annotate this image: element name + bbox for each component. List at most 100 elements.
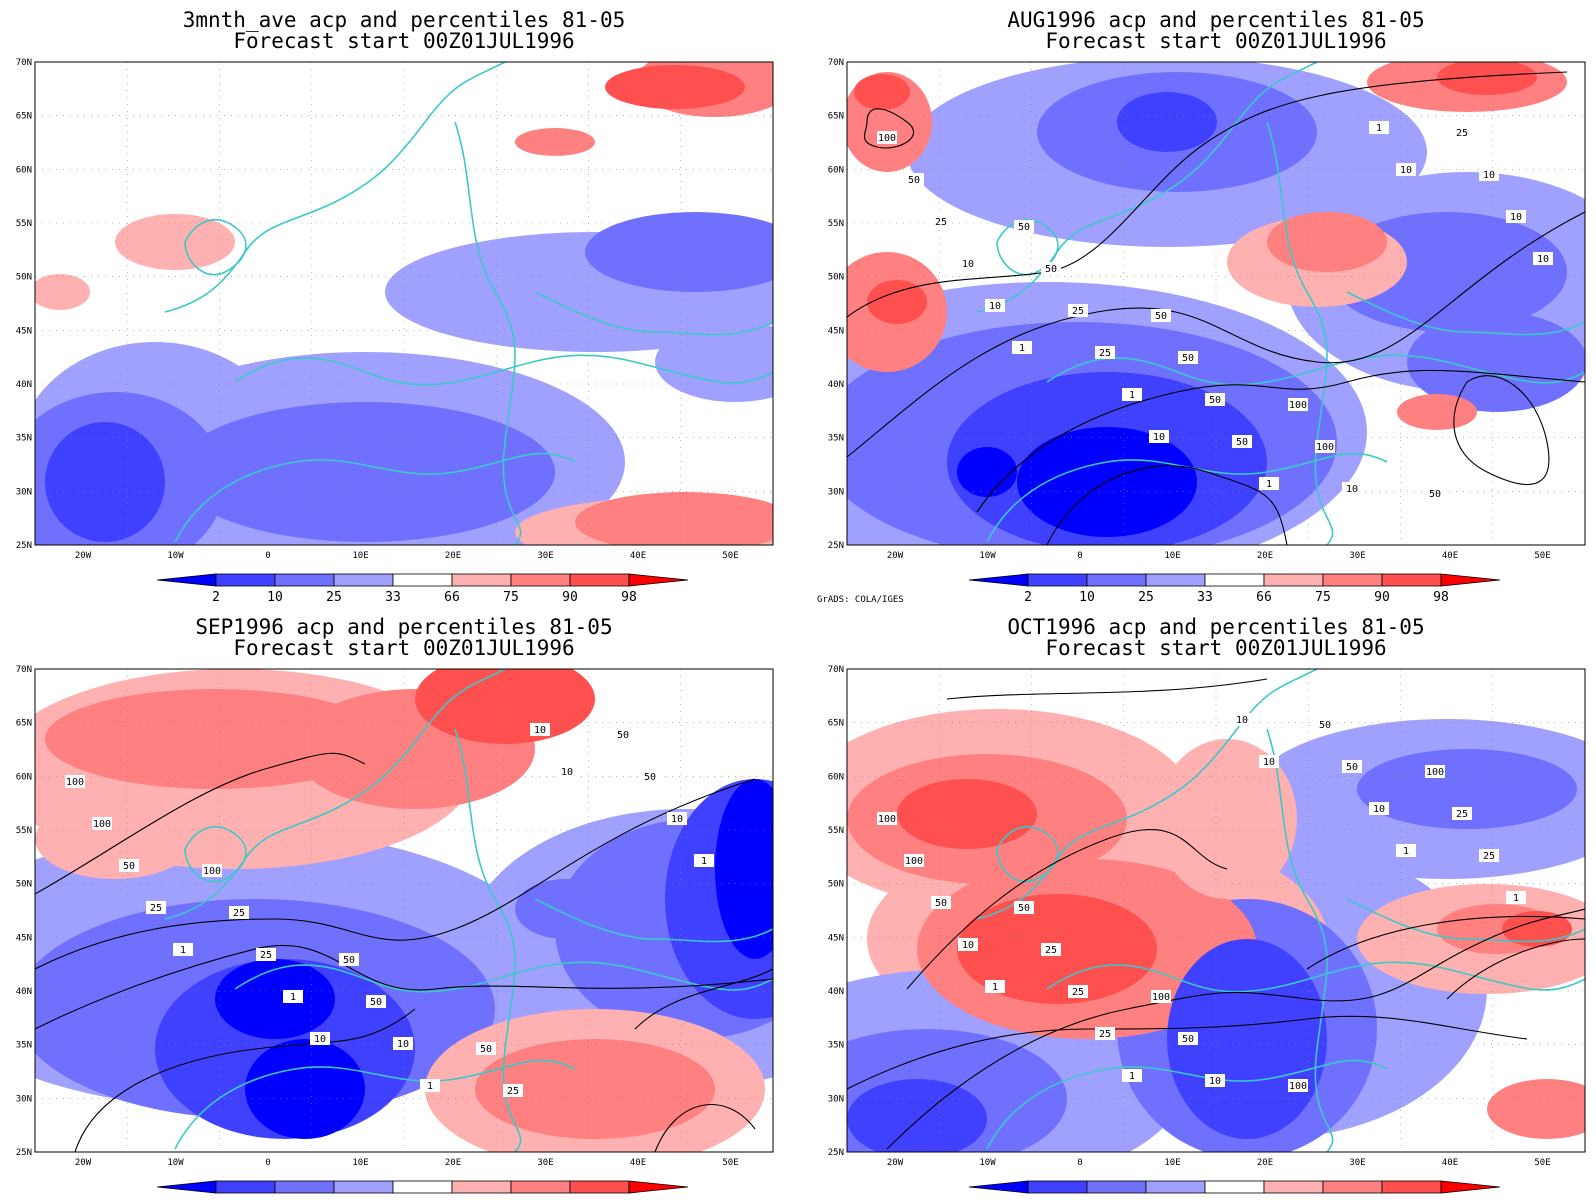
coastline <box>1346 291 1585 336</box>
lon-tick-label: 30E <box>537 1158 553 1168</box>
lat-tick-label: 30N <box>16 487 32 497</box>
colorbar-tick-label: 2 <box>1024 590 1032 605</box>
lat-tick-label: 65N <box>16 719 32 729</box>
colorbar-tick-label: 66 <box>444 590 460 605</box>
shaded-anomaly-region <box>847 1079 987 1152</box>
lat-tick-label: 60N <box>828 772 844 782</box>
svg-text:100: 100 <box>878 814 896 825</box>
contour-label: 10 <box>1259 755 1279 768</box>
colorbar-tick-label: 33 <box>1197 590 1213 605</box>
shaded-anomaly-region <box>215 959 335 1039</box>
shaded-anomaly-region <box>585 212 773 292</box>
lat-tick-label: 65N <box>828 719 844 729</box>
contour-label: 100 <box>877 131 897 144</box>
lat-tick-label: 35N <box>16 1041 32 1051</box>
contour-label: 50 <box>476 1042 496 1055</box>
panel-subtitle: Forecast start 00Z01JUL1996 <box>233 636 574 660</box>
lat-tick-label: 35N <box>828 1041 844 1051</box>
colorbar-cell <box>1027 1180 1088 1194</box>
lon-tick-label: 30E <box>1349 1158 1365 1168</box>
colorbar-tick-label: 66 <box>1256 590 1272 605</box>
svg-text:50: 50 <box>1018 903 1030 914</box>
map-frame <box>846 61 1586 546</box>
svg-text:25: 25 <box>1456 809 1468 820</box>
panel-title: SEP1996 acp and percentiles 81-05 <box>195 615 612 639</box>
lon-tick-label: 10E <box>352 551 368 561</box>
svg-text:1: 1 <box>992 982 998 993</box>
contour-label: 100 <box>904 854 924 867</box>
svg-text:25: 25 <box>1483 851 1495 862</box>
lon-tick-label: 50E <box>722 551 738 561</box>
shaded-anomaly-region <box>415 669 595 744</box>
contour-label: 50 <box>339 953 359 966</box>
svg-text:25: 25 <box>1456 128 1468 139</box>
svg-text:10: 10 <box>962 259 974 270</box>
svg-text:10: 10 <box>1483 170 1495 181</box>
svg-text:25: 25 <box>233 908 245 919</box>
svg-text:1: 1 <box>1513 893 1519 904</box>
precip-contour <box>634 968 773 1030</box>
contour-label: 25 <box>1041 943 1061 956</box>
contour-label: 100 <box>1151 990 1171 1003</box>
contour-label: 10 <box>1396 163 1416 176</box>
colorbar-tick-label: 33 <box>385 590 401 605</box>
contour-label: 100 <box>1288 1079 1308 1092</box>
coastline <box>234 354 773 386</box>
shaded-anomaly-region <box>1437 62 1537 95</box>
colorbar-cell <box>392 1180 453 1194</box>
lon-tick-label: 0 <box>265 1158 270 1168</box>
contour-label: 50 <box>1151 309 1171 322</box>
svg-text:1: 1 <box>1403 846 1409 857</box>
map-panel-4: OCT1996 acp and percentiles 81-05Forecas… <box>828 615 1586 1200</box>
contour-label: 10 <box>530 723 550 736</box>
shaded-anomaly-region <box>475 1039 715 1139</box>
svg-text:1: 1 <box>290 992 296 1003</box>
svg-text:50: 50 <box>908 175 920 186</box>
svg-text:50: 50 <box>935 898 947 909</box>
colorbar-cell <box>1204 1180 1265 1194</box>
svg-text:50: 50 <box>1018 222 1030 233</box>
svg-text:10: 10 <box>561 767 573 778</box>
svg-text:50: 50 <box>1182 353 1194 364</box>
svg-text:1: 1 <box>180 945 186 956</box>
svg-text:100: 100 <box>203 866 221 877</box>
colorbar-cell <box>451 1180 512 1194</box>
colorbar-cell <box>1263 1180 1324 1194</box>
contour-label: 50 <box>1232 435 1252 448</box>
lon-tick-label: 30E <box>537 551 553 561</box>
lat-tick-label: 50N <box>828 880 844 890</box>
shaded-anomaly-region <box>1487 1079 1585 1139</box>
colorbar: 2 10 25 33 66 75 90 98 <box>156 573 689 605</box>
shaded-anomaly-region <box>1267 212 1387 272</box>
lon-tick-label: 20W <box>75 551 92 561</box>
lon-tick-label: 40E <box>630 1158 646 1168</box>
lat-tick-label: 50N <box>828 273 844 283</box>
contour-label: 10 <box>1506 210 1526 223</box>
contour-label: 25 <box>1452 807 1472 820</box>
lat-tick-label: 70N <box>16 665 32 675</box>
lon-tick-label: 0 <box>1077 551 1082 561</box>
contour-label: 1 <box>1012 341 1032 354</box>
svg-text:10: 10 <box>1346 484 1358 495</box>
precip-contour <box>1453 375 1550 485</box>
precip-contour <box>847 211 1585 458</box>
lat-tick-label: 70N <box>828 58 844 68</box>
coastline <box>976 62 1318 313</box>
colorbar-cell <box>1145 1180 1206 1194</box>
colorbar-cell <box>1086 573 1147 587</box>
svg-text:1: 1 <box>1019 343 1025 354</box>
colorbar-cell <box>333 573 394 587</box>
svg-text:100: 100 <box>905 856 923 867</box>
precip-contour <box>1046 465 1288 545</box>
svg-text:10: 10 <box>989 301 1001 312</box>
lat-tick-label: 50N <box>16 880 32 890</box>
coastline <box>454 121 522 545</box>
contour-label: 25 <box>1452 126 1472 139</box>
map-area: 100 50 50 100 50 50 50 50 100 25 25 25 50 10 10 10 25 50 1… <box>847 62 1585 545</box>
precip-contour <box>863 108 915 149</box>
lat-tick-label: 30N <box>828 1094 844 1104</box>
map-frame <box>34 61 774 546</box>
svg-text:10: 10 <box>962 940 974 951</box>
coastline <box>164 669 506 920</box>
contour-label: 1 <box>173 943 193 956</box>
